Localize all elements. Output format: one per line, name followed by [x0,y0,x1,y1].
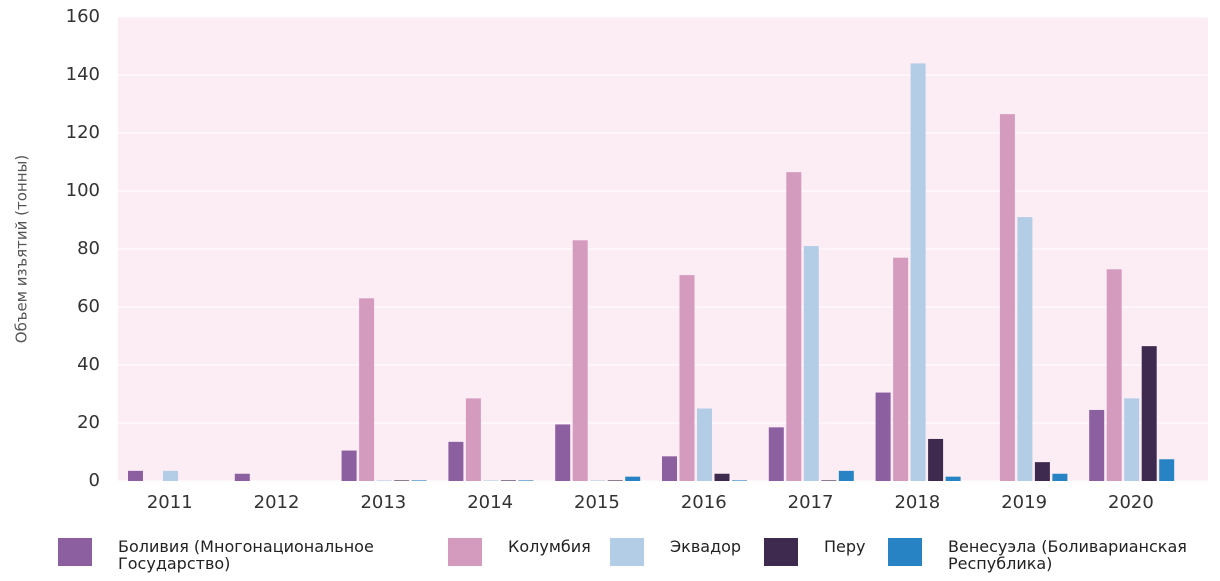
y-tick-label: 40 [77,354,100,375]
x-tick-label: 2019 [1001,492,1047,513]
y-tick-label: 60 [77,296,100,317]
y-tick-label: 100 [66,180,100,201]
bar [893,257,909,481]
x-tick-label: 2017 [788,492,834,513]
legend: Боливия (Многонациональное Государство) К… [58,538,1218,580]
bar [1034,462,1050,481]
bar [411,480,427,481]
y-axis-label: Объем изъятий (тонны) [13,155,31,343]
legend-swatch [448,538,482,566]
bar [679,275,695,481]
y-tick-label: 0 [89,470,100,491]
bar [394,480,410,481]
bar [163,470,178,481]
bar [518,480,534,481]
bar [662,456,677,481]
x-tick-label: 2018 [894,492,940,513]
bar [590,480,606,481]
x-tick-label: 2013 [360,492,406,513]
legend-item: Эквадор [610,538,790,566]
bar [625,476,641,481]
bar [555,424,571,481]
bar [732,480,747,481]
bar [999,114,1015,482]
legend-label: Эквадор [670,537,742,556]
legend-label: Боливия (Многонациональное Государство) [118,537,374,573]
bar [376,480,392,481]
x-tick-label: 2011 [147,492,193,513]
bar [1159,459,1175,481]
bar [714,473,730,481]
bar [786,172,802,481]
bar [341,450,357,481]
legend-swatch [58,538,92,566]
legend-item: Венесуэла (Боливарианская Республика) [888,538,1218,572]
legend-label: Венесуэла (Боливарианская Республика) [948,537,1187,573]
legend-item: Колумбия [448,538,628,566]
y-tick-label: 160 [66,6,100,27]
bar [1141,346,1157,481]
y-tick-label: 80 [77,238,100,259]
x-tick-label: 2012 [254,492,300,513]
y-tick-label: 140 [66,64,100,85]
bar [838,470,854,481]
bar [359,298,375,481]
x-tick-label: 2014 [467,492,513,513]
legend-item: Боливия (Многонациональное Государство) [58,538,378,572]
bar [821,480,837,481]
legend-swatch [888,538,922,566]
bar [768,427,784,481]
bar [928,438,944,481]
legend-swatch [764,538,798,566]
x-tick-label: 2016 [681,492,727,513]
bar [500,480,516,481]
chart: Объем изъятий (тонны) 0 20 40 60 80 100 120 140… [13,6,1208,513]
bar [945,476,961,481]
bar [1017,217,1033,481]
x-tick-label: 2020 [1108,492,1154,513]
bar [448,441,464,481]
bar [1124,398,1140,481]
bar [803,246,819,481]
bar [1052,473,1068,481]
bar [697,408,712,481]
bar [1089,409,1105,481]
y-tick-label: 20 [77,412,100,433]
bar [1106,269,1122,481]
legend-label: Колумбия [508,537,591,556]
bar [483,480,499,481]
bar [607,480,623,481]
bar [128,470,143,481]
bar [234,473,250,481]
bar [572,240,588,481]
bar [875,392,891,481]
legend-swatch [610,538,644,566]
legend-item: Перу [764,538,944,566]
bar [910,63,926,482]
y-tick-label: 120 [66,122,100,143]
legend-label: Перу [824,537,866,556]
bar [465,398,481,481]
x-tick-label: 2015 [574,492,620,513]
